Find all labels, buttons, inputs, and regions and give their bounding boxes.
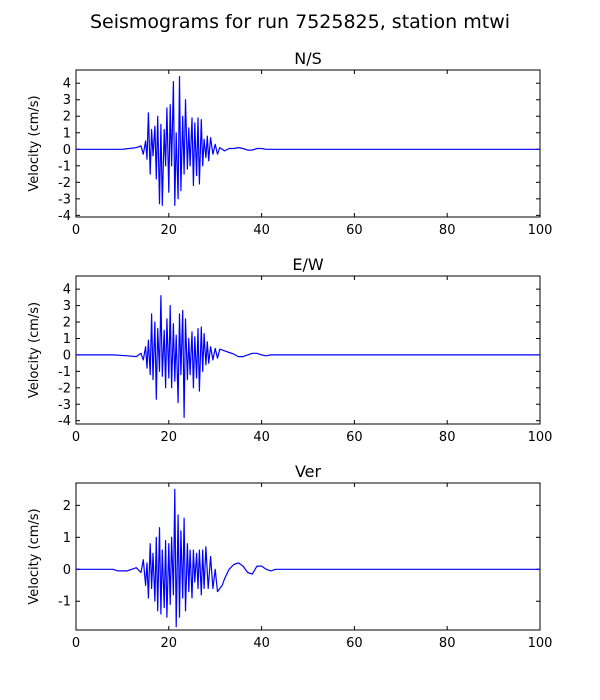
- x-tick-label-ns: 80: [439, 223, 456, 238]
- x-tick-label-ew: 100: [528, 430, 553, 445]
- x-tick-label-ew: 60: [346, 430, 363, 445]
- x-tick-label-ew: 20: [161, 430, 178, 445]
- y-tick-label-ns: -2: [58, 176, 71, 191]
- y-tick-label-ns: 0: [63, 143, 71, 158]
- y-axis-label-ns: Velocity (cm/s): [27, 95, 42, 191]
- y-tick-label-ns: 3: [63, 93, 71, 108]
- plot-frame-ns: [75, 69, 541, 218]
- y-tick-label-ew: -4: [58, 414, 71, 429]
- y-tick-label-ew: -1: [58, 365, 71, 380]
- x-tick-label-ns: 0: [72, 223, 80, 238]
- x-tick-label-ns: 40: [253, 223, 270, 238]
- y-tick-label-ew: -2: [58, 381, 71, 396]
- chart-panel-ver: Ver Velocity (cm/s) 0 20 40 60 80 100 -1 0 1 2: [27, 462, 552, 651]
- y-tick-label-ew: 1: [63, 332, 71, 347]
- x-tick-label-ver: 40: [253, 636, 270, 651]
- y-tick-label-ew: 2: [63, 316, 71, 331]
- y-tick-label-ver: 1: [63, 531, 71, 546]
- x-tick-label-ver: 80: [439, 636, 456, 651]
- figure-title: Seismograms for run 7525825, station mtw…: [90, 11, 510, 33]
- y-tick-label-ns: -4: [58, 209, 71, 224]
- y-tick-label-ns: -3: [58, 192, 71, 207]
- x-tick-label-ver: 100: [528, 636, 553, 651]
- x-tick-label-ns: 20: [161, 223, 178, 238]
- y-tick-label-ew: -3: [58, 398, 71, 413]
- y-axis-label-ver: Velocity (cm/s): [27, 508, 42, 604]
- y-tick-label-ver: 2: [63, 499, 71, 514]
- x-tick-label-ver: 60: [346, 636, 363, 651]
- y-axis-label-ew: Velocity (cm/s): [27, 302, 42, 398]
- y-tick-label-ew: 4: [63, 283, 71, 298]
- trace-line-ver: [76, 488, 540, 628]
- chart-title-ew: E/W: [292, 255, 324, 274]
- y-tick-label-ew: 3: [63, 299, 71, 314]
- y-tick-label-ver: -1: [58, 595, 71, 610]
- y-tick-label-ver: 0: [63, 563, 71, 578]
- x-tick-label-ns: 60: [346, 223, 363, 238]
- x-tick-label-ew: 80: [439, 430, 456, 445]
- y-tick-label-ew: 0: [63, 348, 71, 363]
- chart-title-ns: N/S: [294, 49, 322, 68]
- x-tick-label-ns: 100: [528, 223, 553, 238]
- y-tick-label-ns: 2: [63, 110, 71, 125]
- trace-line-ew: [76, 295, 540, 418]
- chart-title-ver: Ver: [295, 462, 322, 481]
- x-tick-label-ew: 0: [72, 430, 80, 445]
- y-tick-label-ns: -1: [58, 159, 71, 174]
- y-tick-label-ns: 4: [63, 77, 71, 92]
- plot-frame-ver: [75, 482, 541, 631]
- x-tick-label-ver: 0: [72, 636, 80, 651]
- x-tick-label-ew: 40: [253, 430, 270, 445]
- x-tick-label-ver: 20: [161, 636, 178, 651]
- trace-line-ns: [76, 75, 540, 206]
- y-tick-label-ns: 1: [63, 126, 71, 141]
- plot-frame-ew: [75, 275, 541, 425]
